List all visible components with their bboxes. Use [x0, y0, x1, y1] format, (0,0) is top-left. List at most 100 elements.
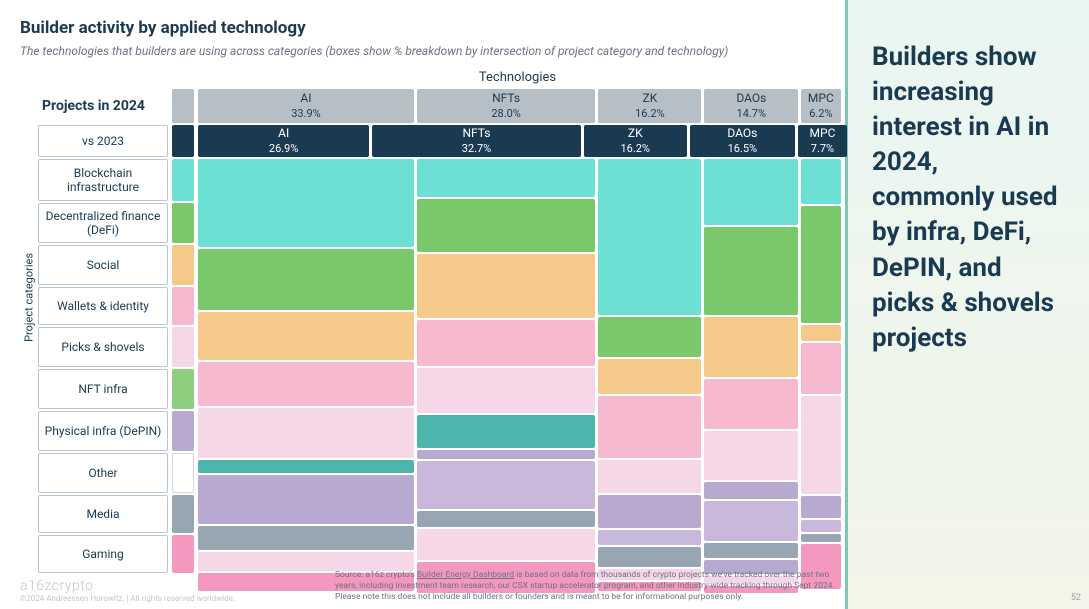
category-chip	[172, 287, 194, 325]
y-axis-label: Project categories	[20, 89, 38, 595]
mosaic-column	[704, 159, 798, 593]
source-note: Source: a16z crypto's Builder Energy Das…	[335, 570, 835, 603]
mosaic-block	[598, 495, 701, 528]
chart-area: Project categories Projects in 2024 AI33…	[20, 89, 835, 595]
chart-grid: Projects in 2024 AI33.9%NFTs28.0%ZK16.2%…	[38, 89, 835, 595]
mosaic-block	[704, 482, 798, 500]
mosaic-block	[417, 320, 595, 366]
tech-axis-label: Technologies	[200, 70, 835, 85]
chart-title: Builder activity by applied technology	[20, 18, 835, 38]
header-2024-chip	[172, 89, 194, 123]
category-chip	[172, 411, 194, 451]
source-link[interactable]: Builder Energy Dashboard	[417, 570, 514, 580]
mosaic-block	[598, 396, 701, 458]
category-label: Media	[38, 495, 168, 533]
mosaic-block	[801, 159, 840, 204]
mosaic-block	[417, 254, 595, 318]
mosaic-block	[704, 379, 798, 430]
mosaic-block	[198, 526, 414, 550]
category-label: Decentralized finance (DeFi)	[38, 203, 168, 243]
mosaic-column	[417, 159, 595, 593]
category-labels-col: Blockchain infrastructureDecentralized f…	[38, 159, 168, 593]
category-label: Other	[38, 453, 168, 493]
header-row-2024: Projects in 2024 AI33.9%NFTs28.0%ZK16.2%…	[38, 89, 835, 123]
mosaic-block	[198, 362, 414, 406]
mosaic-block	[417, 461, 595, 510]
mosaic-column	[198, 159, 414, 593]
category-label: Picks & shovels	[38, 327, 168, 367]
mosaic-block	[598, 317, 701, 357]
mosaic-block	[704, 317, 798, 376]
tech-cells-2023: AI26.9%NFTs32.7%ZK16.2%DAOs16.5%MPC7.7%	[198, 125, 835, 157]
mosaic-block	[801, 325, 840, 341]
mosaic-block	[417, 450, 595, 459]
category-label: Gaming	[38, 535, 168, 573]
mosaic-block	[198, 552, 414, 572]
tech-cell-2023: AI26.9%	[198, 125, 369, 157]
tech-cell-2023: ZK16.2%	[584, 125, 687, 157]
mosaic-block	[801, 343, 840, 394]
category-chip	[172, 453, 194, 493]
tech-cell-2023: NFTs32.7%	[372, 125, 580, 157]
tech-cell-2024: NFTs28.0%	[417, 89, 595, 123]
header-2023-chip	[172, 125, 194, 157]
category-label: Social	[38, 245, 168, 285]
footer: a16zcrypto ©2024 Andreessen Horowitz. | …	[20, 570, 835, 603]
mosaic-block	[198, 249, 414, 310]
mosaic-block	[198, 159, 414, 247]
category-chip	[172, 495, 194, 533]
category-chip	[172, 327, 194, 367]
mosaic-block	[598, 460, 701, 493]
mosaic-block	[198, 312, 414, 360]
copyright: ©2024 Andreessen Horowitz. | All rights …	[20, 594, 235, 603]
tech-cell-2024: ZK16.2%	[598, 89, 701, 123]
category-chip	[172, 369, 194, 409]
tech-cell-2024: AI33.9%	[198, 89, 414, 123]
mosaic-block	[801, 520, 840, 531]
header-2023-label: vs 2023	[38, 125, 168, 157]
source-prefix: Source: a16z crypto's	[335, 570, 417, 580]
mosaic-block	[598, 547, 701, 567]
mosaic-block	[801, 396, 840, 494]
mosaic-block	[598, 159, 701, 315]
category-label: Physical infra (DePIN)	[38, 411, 168, 451]
side-panel: Builders show increasing interest in AI …	[845, 0, 1089, 609]
mosaic-block	[598, 530, 701, 545]
mosaic-block	[704, 501, 798, 541]
mosaic-block	[417, 199, 595, 252]
tech-cell-2024: DAOs14.7%	[704, 89, 798, 123]
category-chips-col	[172, 159, 194, 593]
tech-cell-2023: MPC7.7%	[798, 125, 847, 157]
chart-subtitle: The technologies that builders are using…	[20, 44, 835, 58]
mosaic-block	[198, 408, 414, 458]
main-panel: Builder activity by applied technology T…	[0, 0, 845, 609]
side-headline: Builders show increasing interest in AI …	[872, 40, 1065, 356]
header-row-2023: vs 2023 AI26.9%NFTs32.7%ZK16.2%DAOs16.5%…	[38, 125, 835, 157]
mosaic-block	[198, 475, 414, 523]
mosaic-block	[417, 159, 595, 197]
mosaic-block	[801, 496, 840, 518]
category-chip	[172, 203, 194, 243]
header-2024-label: Projects in 2024	[38, 89, 168, 123]
mosaic-columns	[198, 159, 835, 593]
mosaic-block	[704, 543, 798, 558]
mosaic-body: Blockchain infrastructureDecentralized f…	[38, 159, 835, 593]
mosaic-block	[801, 534, 840, 543]
mosaic-column	[801, 159, 840, 593]
tech-cells-2024: AI33.9%NFTs28.0%ZK16.2%DAOs14.7%MPC6.2%	[198, 89, 835, 123]
mosaic-block	[417, 511, 595, 526]
category-chip	[172, 535, 194, 573]
mosaic-block	[801, 206, 840, 324]
category-chip	[172, 245, 194, 285]
mosaic-block	[417, 529, 595, 560]
page-number: 52	[1071, 593, 1081, 603]
mosaic-block	[704, 159, 798, 225]
mosaic-block	[598, 359, 701, 394]
mosaic-block	[704, 227, 798, 315]
category-label: NFT infra	[38, 369, 168, 409]
tech-cell-2023: DAOs16.5%	[690, 125, 795, 157]
mosaic-block	[417, 415, 595, 448]
logo: a16zcrypto	[20, 578, 235, 594]
mosaic-block	[704, 431, 798, 479]
tech-cell-2024: MPC6.2%	[801, 89, 840, 123]
